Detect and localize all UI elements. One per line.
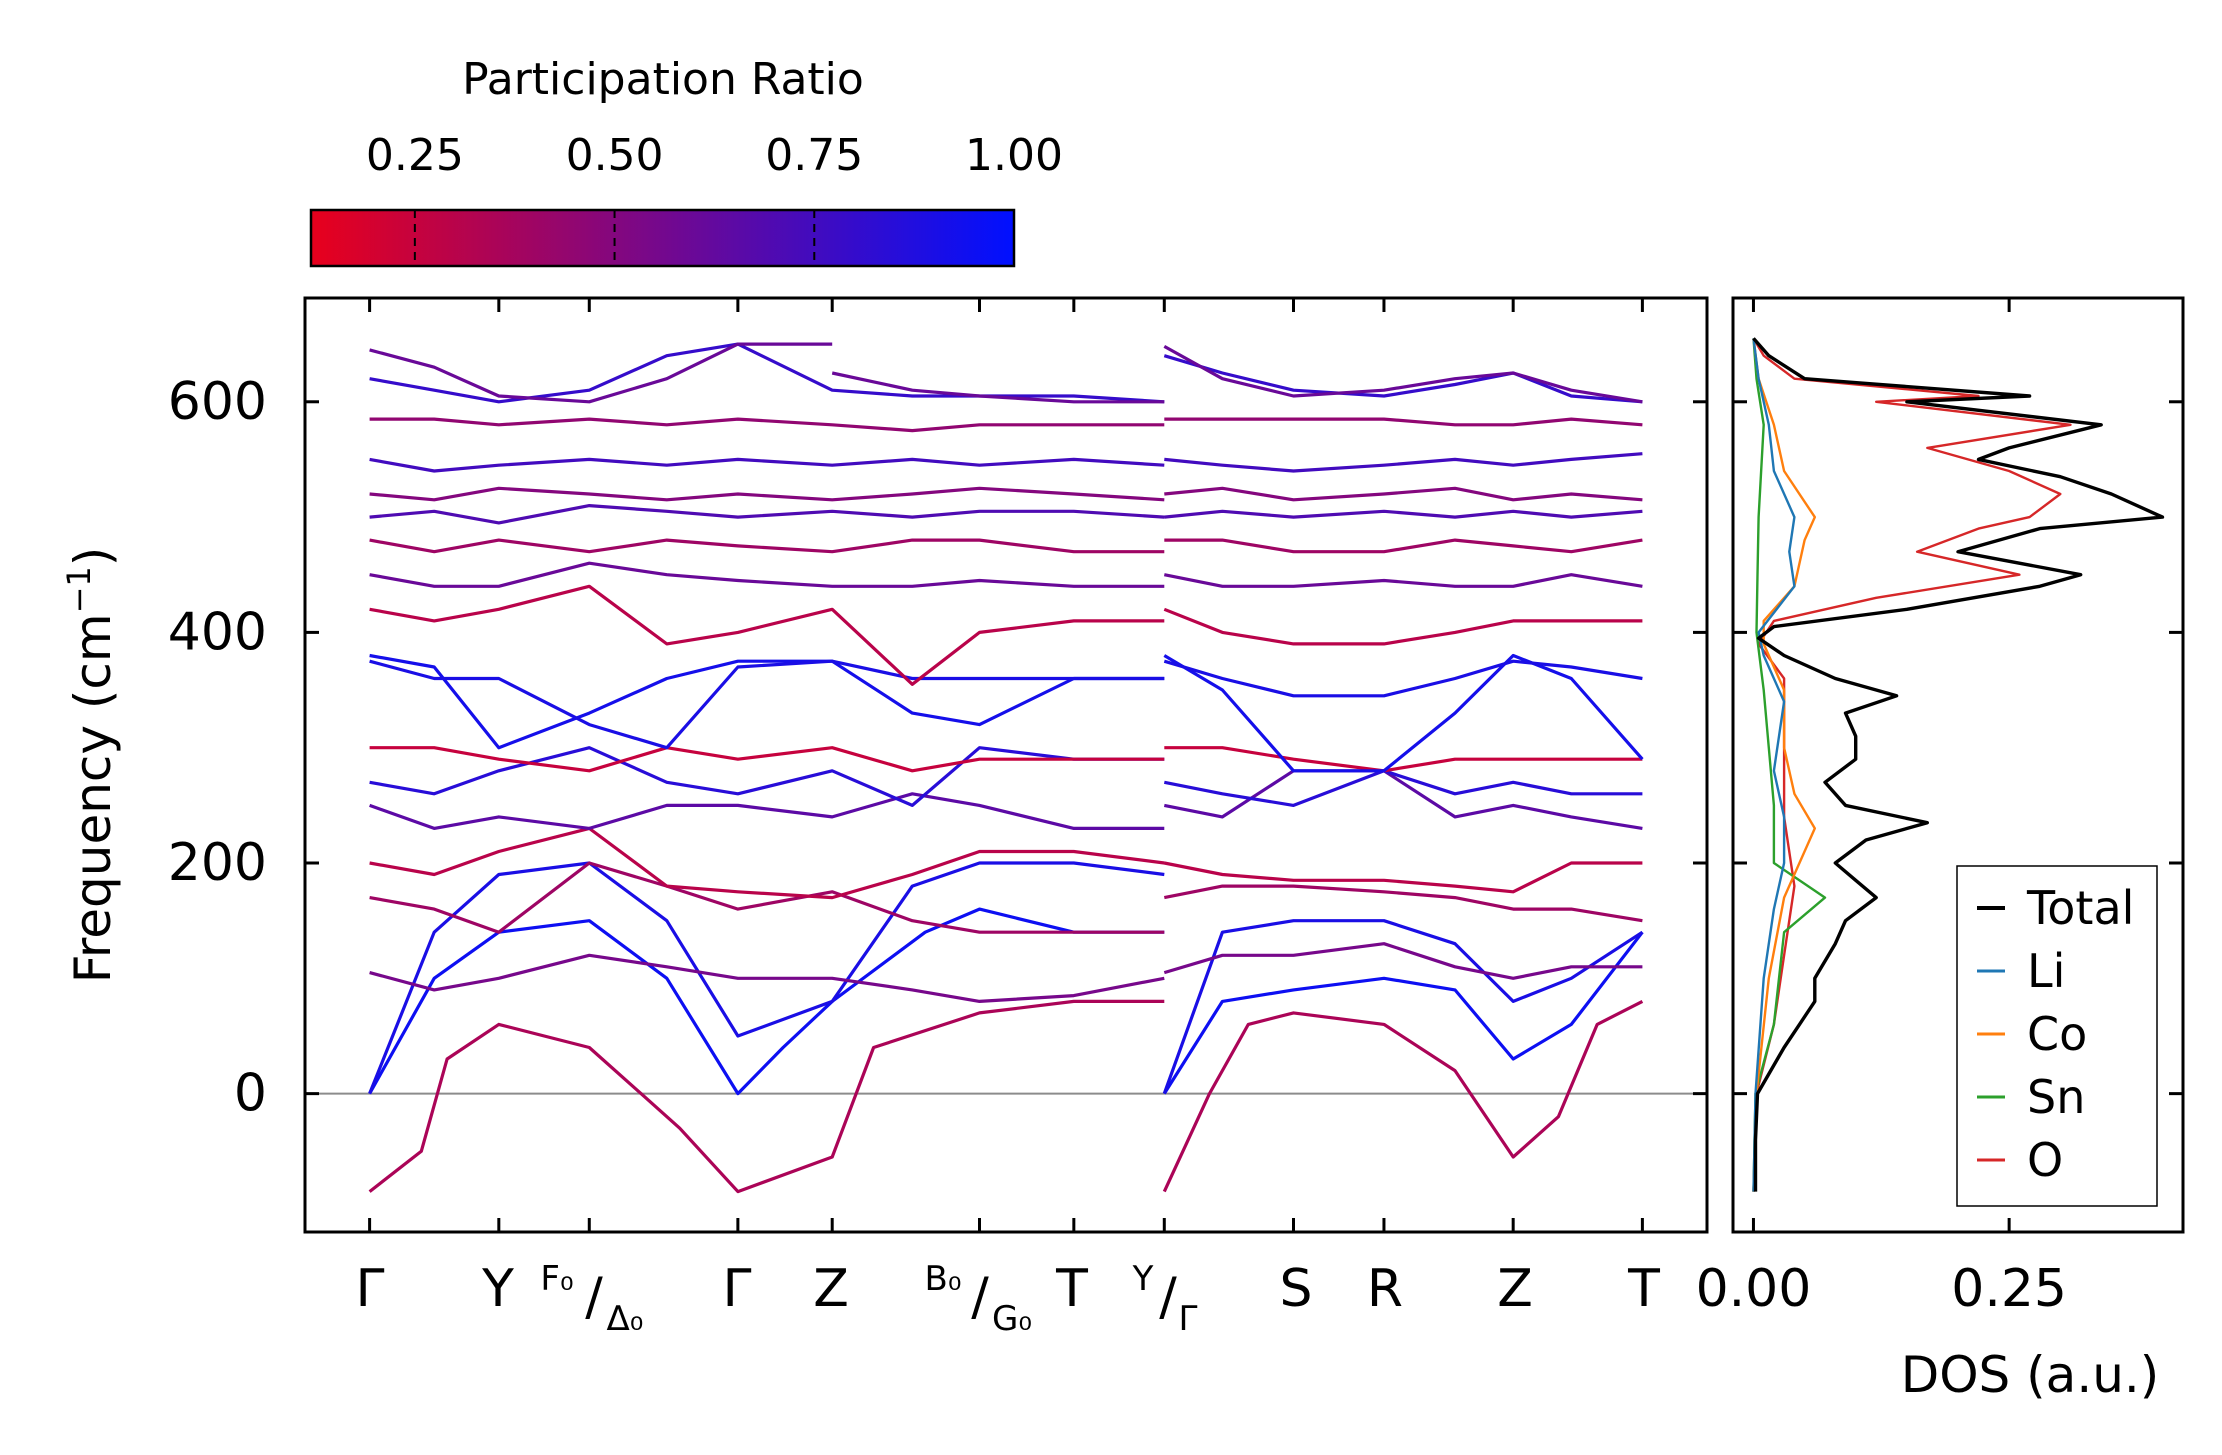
phonon-band	[368, 999, 1644, 1194]
phonon-band	[369, 342, 1643, 404]
legend-label: Sn	[2027, 1070, 2085, 1124]
dos-curve-o	[1752, 337, 2072, 1192]
phonon-band	[369, 769, 1643, 830]
k-label-gamma: Γ	[356, 1259, 385, 1319]
k-label-b0-sup: B₀	[925, 1259, 962, 1299]
k-label-slash: /	[971, 1267, 989, 1327]
y-tick-label: 0	[234, 1064, 267, 1124]
dos-x-ticks: 0.00 0.25	[1696, 298, 2067, 1319]
phonon-band	[369, 826, 1643, 900]
phonon-band	[369, 861, 1643, 934]
legend-box	[1956, 865, 2158, 1207]
phonon-bands	[368, 342, 1644, 1194]
legend-label: Li	[2027, 944, 2065, 998]
phonon-band	[369, 746, 1643, 773]
dos-y-ticks	[1733, 400, 2183, 1096]
phonon-band	[369, 342, 1643, 404]
k-label-z: Z	[813, 1259, 849, 1319]
legend-label: O	[2027, 1133, 2063, 1187]
colorbar-title: Participation Ratio	[462, 54, 864, 105]
phonon-band	[369, 584, 1643, 686]
legend-label: Total	[2026, 881, 2134, 935]
colorbar-gradient	[309, 208, 1016, 268]
k-label-y-sup: Y	[1132, 1259, 1154, 1299]
band-panel-frame	[303, 296, 1709, 1234]
phonon-band	[369, 942, 1643, 1003]
colorbar-tick-labels: 0.25 0.50 0.75 1.00	[366, 130, 1063, 181]
k-label-delta0-sub: Δ₀	[607, 1299, 644, 1339]
legend-label: Co	[2027, 1007, 2087, 1061]
colorbar-ticks	[413, 210, 816, 266]
dos-curves	[1752, 337, 2165, 1192]
dos-curve-sn	[1752, 338, 1827, 1192]
colorbar-tick-label: 1.00	[965, 130, 1063, 181]
k-label-slash: /	[1159, 1267, 1177, 1327]
dos-panel-frame	[1731, 296, 2185, 1234]
dos-panel: 0.00 0.25 DOS (a.u.) Total Li Co Sn O	[1696, 296, 2185, 1404]
y-tick-label: 600	[168, 372, 267, 432]
phonon-band	[369, 417, 1643, 433]
phonon-band	[369, 659, 1643, 750]
dos-x-tick-label: 0.00	[1696, 1259, 1812, 1319]
dos-curve-total	[1752, 337, 2165, 1192]
phonon-band	[369, 561, 1643, 588]
k-label-y: Y	[481, 1259, 514, 1319]
k-label-t: T	[1627, 1259, 1660, 1319]
k-label-g0-sub: G₀	[992, 1299, 1032, 1339]
y-tick-label: 200	[168, 833, 267, 893]
phonon-band	[369, 538, 1643, 554]
dos-curve-co	[1752, 338, 1816, 1192]
k-label-z: Z	[1497, 1259, 1533, 1319]
dos-x-tick-label: 0.25	[1951, 1259, 2067, 1319]
band-x-ticks	[368, 298, 1644, 1232]
k-label-r: R	[1367, 1259, 1403, 1319]
band-structure-panel: 0 200 400 600 Frequency (cm−1) Γ Y F₀ / Δ₀ …	[60, 296, 1709, 1339]
dos-legend: Total Li Co Sn O	[1956, 865, 2158, 1207]
k-label-f0-sup: F₀	[540, 1259, 573, 1299]
k-label-t: T	[1055, 1259, 1088, 1319]
phonon-band	[368, 861, 1644, 1095]
phonon-band	[369, 452, 1643, 473]
k-label-s: S	[1279, 1259, 1312, 1319]
phonon-band	[369, 504, 1643, 525]
y-tick-label: 400	[168, 602, 267, 662]
colorbar: Participation Ratio 0.25 0.50 0.75 1.00	[309, 54, 1063, 268]
dos-curve-li	[1752, 338, 1796, 1192]
colorbar-tick-label: 0.50	[566, 130, 664, 181]
k-label-gamma-sub: Γ	[1179, 1299, 1198, 1339]
band-y-ticks: 0 200 400 600	[168, 372, 1707, 1124]
phonon-band	[369, 746, 1643, 807]
k-point-labels: Γ Y F₀ / Δ₀ Γ Z B₀ / G₀ T Y / Γ S R Z T	[356, 1259, 1661, 1339]
phonon-band	[368, 907, 1644, 1096]
colorbar-tick-label: 0.75	[765, 130, 863, 181]
k-label-gamma: Γ	[723, 1259, 752, 1319]
k-label-slash: /	[585, 1267, 603, 1327]
y-axis-label: Frequency (cm−1)	[60, 547, 122, 984]
dos-x-axis-label: DOS (a.u.)	[1901, 1346, 2160, 1404]
phonon-band	[369, 653, 1644, 773]
colorbar-tick-label: 0.25	[366, 130, 464, 181]
phonon-band	[369, 486, 1643, 502]
